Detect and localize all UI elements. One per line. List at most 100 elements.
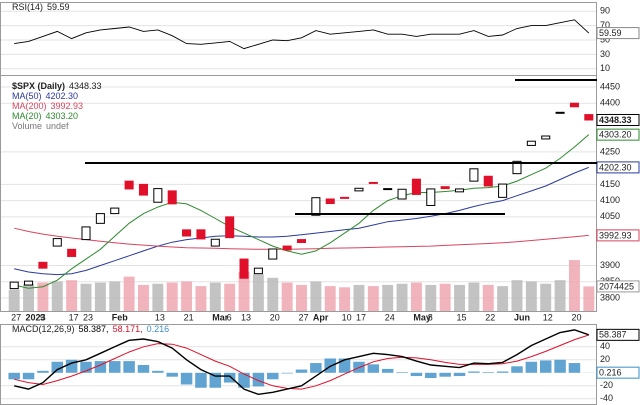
- y-tick-label: 20: [600, 354, 610, 364]
- volume-bar: [80, 283, 92, 311]
- x-tick-label: Apr: [313, 312, 329, 322]
- histogram-bar: [410, 372, 423, 377]
- histogram-bar: [367, 364, 380, 373]
- volume-bar: [267, 277, 279, 311]
- y-tick-label: 3900: [600, 260, 620, 270]
- x-tick-label: 17: [69, 312, 79, 322]
- candle-body: [411, 178, 421, 195]
- candle-body: [296, 239, 307, 243]
- y-tick-label: 4400: [600, 98, 620, 108]
- candle-body: [340, 196, 350, 199]
- volume-bar: [324, 286, 336, 311]
- x-tick-label: 23: [83, 312, 93, 322]
- legend-entry: $SPX (Daily) 4348.33: [12, 81, 102, 91]
- volume-bar: [109, 281, 121, 311]
- histogram-bar: [223, 372, 236, 383]
- macd-line: [14, 334, 589, 390]
- histogram-bar: [252, 372, 265, 387]
- candle-body: [67, 248, 77, 257]
- histogram-bar: [152, 370, 164, 373]
- price-panel: [0, 75, 597, 312]
- indicator-value: 0.216: [147, 324, 170, 334]
- candle-body: [210, 238, 220, 247]
- x-tick-label: 17: [356, 312, 366, 322]
- value-tag: 3992.93: [599, 230, 632, 240]
- histogram-bar: [65, 359, 78, 373]
- y-tick-label: 10: [600, 63, 610, 73]
- volume-bar: [554, 280, 566, 311]
- y-tick-label: 4250: [600, 146, 620, 156]
- histogram-bar: [137, 365, 150, 373]
- candle-body: [81, 226, 91, 241]
- volume-bar: [382, 284, 394, 311]
- volume-bar: [425, 284, 437, 311]
- value-tag-box: [596, 229, 640, 242]
- candle-body: [383, 188, 393, 191]
- histogram-bar: [496, 371, 509, 373]
- candle-body: [569, 102, 579, 108]
- volume-bar: [497, 286, 509, 311]
- histogram-bar: [123, 361, 135, 373]
- legend-entry: Volume undef: [12, 121, 69, 131]
- x-tick-label: 13: [155, 312, 165, 322]
- legend-entry: MA(200) 3992.93: [12, 101, 83, 111]
- volume-bar: [296, 284, 307, 311]
- volume-bar: [281, 282, 293, 311]
- volume-bar: [152, 283, 164, 311]
- volume-bar: [410, 282, 422, 311]
- candle-body: [440, 186, 450, 190]
- volume-bar: [51, 281, 63, 311]
- candle-body: [555, 111, 565, 114]
- candle-body: [124, 180, 134, 190]
- value-tag-box: [596, 27, 640, 40]
- histogram-bar: [554, 359, 566, 373]
- y-tick-label: 4450: [600, 81, 620, 91]
- candle-body: [167, 190, 177, 205]
- volume-bar: [238, 271, 250, 311]
- candle-body: [426, 188, 436, 206]
- value-tag-box: [596, 161, 640, 174]
- candle-body: [512, 160, 522, 175]
- candle-body: [584, 114, 594, 121]
- indicator-value: 58.171,: [113, 324, 143, 334]
- volume-bar: [195, 286, 207, 311]
- candle-body: [311, 197, 321, 216]
- candle-body: [354, 187, 364, 192]
- histogram-bar: [453, 372, 466, 377]
- candle-body: [225, 216, 235, 239]
- y-tick-label: -20: [600, 380, 613, 390]
- moving-average: [14, 134, 590, 289]
- series-name: MA(20): [12, 111, 42, 121]
- candle-body: [138, 183, 148, 196]
- volume-bar: [209, 282, 221, 311]
- histogram-bar: [525, 361, 538, 373]
- histogram-bar: [94, 361, 107, 373]
- histogram-bar: [209, 372, 222, 388]
- candle-body: [325, 198, 335, 205]
- candle-body: [9, 281, 19, 290]
- y-tick-label: 4050: [600, 211, 620, 221]
- volume-bar: [367, 286, 379, 311]
- x-tick-label: 9: [40, 312, 45, 322]
- histogram-bar: [511, 366, 523, 373]
- x-tick-label: Jun: [514, 312, 530, 322]
- volume-bar: [37, 282, 49, 311]
- y-tick-label: 4100: [600, 195, 620, 205]
- x-tick-label: 6: [227, 312, 232, 322]
- y-tick-label: 3800: [600, 292, 620, 302]
- x-tick-label: 22: [485, 312, 495, 322]
- x-tick-label: 21: [184, 312, 194, 322]
- volume-bar: [66, 280, 78, 311]
- volume-bar: [224, 283, 236, 311]
- volume-last: undef: [46, 121, 69, 131]
- series-last: 4202.30: [46, 91, 79, 101]
- volume-bar: [310, 281, 322, 311]
- value-tag: 2074425: [599, 281, 634, 291]
- y-tick-label: -40: [600, 393, 613, 403]
- histogram-bar: [425, 372, 437, 378]
- candle-body: [483, 175, 493, 187]
- symbol: $SPX (Daily): [12, 81, 65, 91]
- volume-bar: [568, 260, 580, 311]
- volume-bar: [583, 286, 595, 311]
